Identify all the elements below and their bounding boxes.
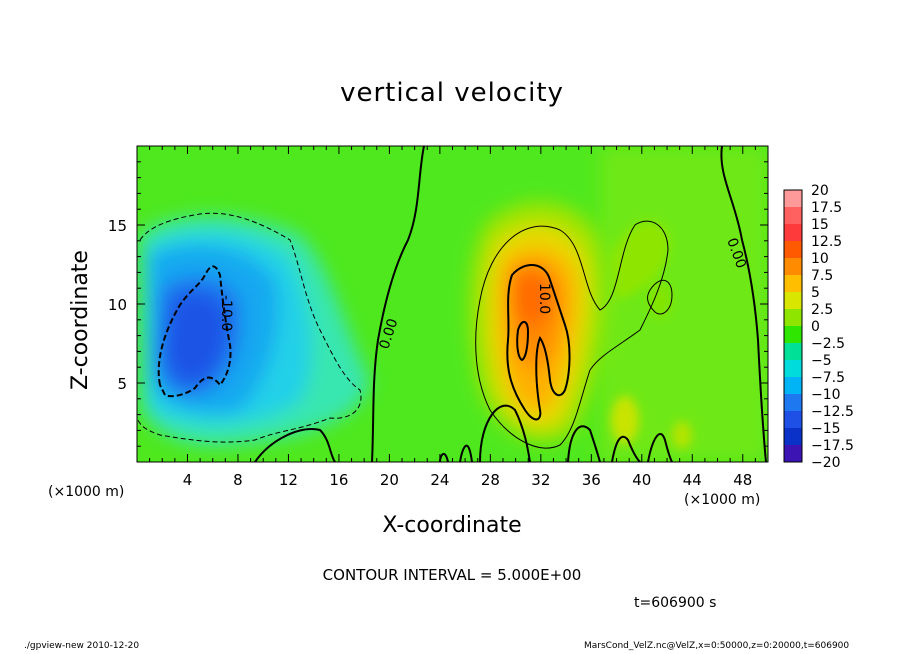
colorbar-swatch [784, 258, 802, 275]
colorbar-swatch [784, 292, 802, 309]
colorbar-label: 20 [811, 183, 829, 199]
colorbar-swatch [784, 207, 802, 224]
colorbar-swatch [784, 394, 802, 411]
x-tick-label: 36 [582, 471, 601, 489]
contour-minus5 [137, 212, 362, 443]
y-axis: 5 10 15 [108, 145, 768, 463]
x-tick-label: 48 [733, 471, 752, 489]
colorbar-label: 10 [811, 251, 829, 267]
y-tick-label: 15 [108, 217, 127, 235]
colorbar-swatch [784, 428, 802, 445]
contour-label-plus10: 10.0 [536, 283, 552, 314]
colorbar-swatch [784, 360, 802, 377]
colorbar-label: −7.5 [811, 370, 845, 386]
colorbar-label: −15 [811, 421, 841, 437]
contour-plus10-inner [516, 321, 530, 362]
colorbar-swatch [784, 190, 802, 207]
colorbar-label: 12.5 [811, 234, 842, 250]
colorbar-label: 15 [811, 217, 829, 233]
contour-minus10 [157, 265, 232, 398]
contour-zero-bottom [254, 428, 336, 462]
colorbar-swatch [784, 309, 802, 326]
x-tick-label: 44 [683, 471, 702, 489]
x-unit-label-right: (×1000 m) [684, 492, 761, 508]
contour-zero-west [371, 146, 425, 462]
contour-zero-east [720, 146, 767, 462]
colorbar-swatch [784, 275, 802, 292]
x-axis: 4 8 12 16 20 24 28 32 36 40 44 48 [136, 146, 769, 489]
colorbar-swatch [784, 326, 802, 343]
y-tick-label: 5 [117, 375, 127, 393]
colorbar-label: 5 [811, 285, 820, 301]
y-axis-label: Z-coordinate [68, 250, 93, 390]
y-tick-label: 10 [108, 296, 127, 314]
colorbar-label: −2.5 [811, 336, 845, 352]
time-label: t=606900 s [634, 595, 717, 611]
x-tick-label: 12 [279, 471, 298, 489]
x-tick-label: 40 [632, 471, 651, 489]
chart-title: vertical velocity [340, 78, 564, 108]
x-tick-label: 20 [380, 471, 399, 489]
x-tick-label: 8 [233, 471, 243, 489]
colorbar-label: −17.5 [811, 438, 854, 454]
x-tick-label: 32 [531, 471, 550, 489]
contour-zero-bottom3 [567, 425, 673, 462]
contour-plus5-small [647, 280, 673, 315]
colorbar-swatch [784, 224, 802, 241]
x-tick-label: 28 [481, 471, 500, 489]
colorbar-swatch [784, 343, 802, 360]
colorbar-frame [783, 189, 803, 463]
colorbar-swatch [784, 377, 802, 394]
contour-interval-label: CONTOUR INTERVAL = 5.000E+00 [322, 566, 582, 584]
colorbar: 2017.51512.5107.552.50−2.5−5−7.5−10−12.5… [783, 183, 854, 471]
colorbar-label: −12.5 [811, 404, 854, 420]
heatmap-field: -10.0 0.00 10.0 0.00 [137, 146, 768, 462]
x-tick-label: 16 [329, 471, 348, 489]
x-tick-label: 24 [430, 471, 449, 489]
x-tick-label: 4 [183, 471, 193, 489]
contour-plus5 [475, 220, 669, 449]
x-axis-label: X-coordinate [382, 513, 522, 538]
colorbar-swatch [784, 241, 802, 258]
contour-label-minus10: -10.0 [218, 295, 234, 331]
downdraft-region [140, 216, 370, 446]
colorbar-label: −20 [811, 455, 841, 471]
colorbar-label: −10 [811, 387, 841, 403]
secondary-updrafts [610, 221, 692, 449]
colorbar-label: 17.5 [811, 200, 842, 216]
updraft-region [469, 202, 606, 442]
colorbar-label: −5 [811, 353, 832, 369]
colorbar-swatch [784, 445, 802, 462]
colorbar-label: 7.5 [811, 268, 833, 284]
colorbar-label: 2.5 [811, 302, 833, 318]
contour-plus10 [506, 264, 571, 421]
x-unit-label-left: (×1000 m) [48, 484, 125, 500]
colorbar-swatch [784, 411, 802, 428]
footer-left: ./gpview-new 2010-12-20 [24, 641, 140, 651]
colorbar-label: 0 [811, 319, 820, 335]
footer-right: MarsCond_VelZ.nc@VelZ,x=0:50000,z=0:2000… [584, 641, 850, 651]
contour-lines [137, 146, 767, 462]
